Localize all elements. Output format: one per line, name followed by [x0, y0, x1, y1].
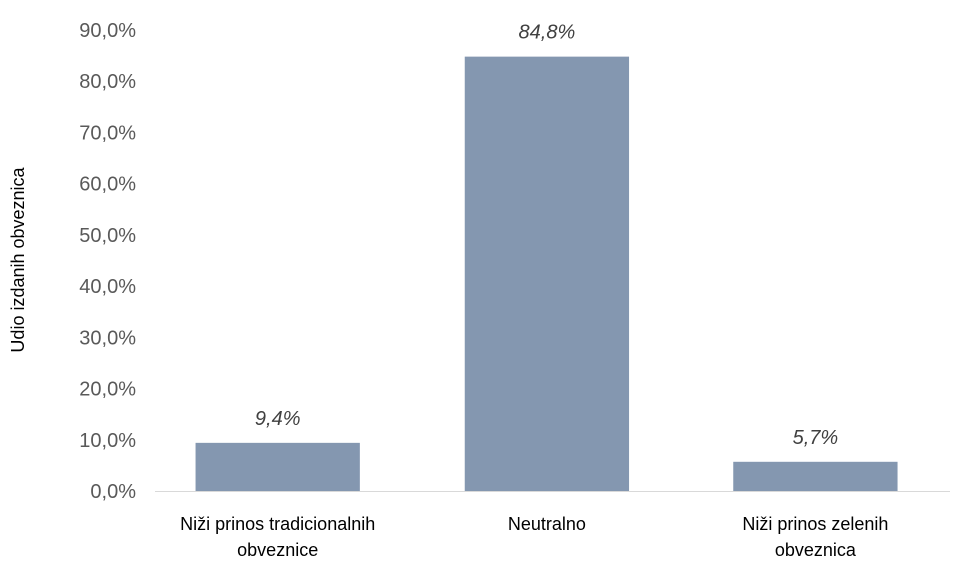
bar — [195, 442, 360, 491]
y-tick-label: 0,0% — [90, 481, 136, 503]
y-tick-label: 40,0% — [79, 276, 136, 298]
data-label: 9,4% — [255, 408, 301, 430]
y-tick-label: 20,0% — [79, 379, 136, 401]
bar — [464, 56, 630, 491]
data-label: 5,7% — [793, 427, 839, 449]
y-tick-label: 10,0% — [79, 430, 136, 452]
bars — [195, 56, 898, 491]
y-tick-label: 70,0% — [79, 122, 136, 144]
x-tick-label: Niži prinos tradicionalnih — [180, 514, 375, 534]
y-tick-label: 60,0% — [79, 174, 136, 196]
y-axis-title: Udio izdanih obveznica — [8, 166, 28, 352]
y-tick-label: 30,0% — [79, 327, 136, 349]
data-labels: 9,4% 84,8% 5,7% — [255, 22, 838, 449]
y-axis-ticks: 0,0% 10,0% 20,0% 30,0% 40,0% 50,0% 60,0% 70,0% 8… — [79, 20, 136, 503]
x-tick-label: Neutralno — [508, 514, 586, 534]
y-tick-label: 90,0% — [79, 20, 136, 42]
x-tick-label: Niži prinos zelenih — [742, 514, 888, 534]
y-tick-label: 50,0% — [79, 225, 136, 247]
x-tick-label: obveznica — [775, 540, 857, 560]
x-tick-label: obveznice — [237, 540, 318, 560]
data-label: 84,8% — [519, 22, 576, 44]
y-tick-label: 80,0% — [79, 71, 136, 93]
bar — [733, 461, 898, 491]
x-axis-labels: Niži prinos tradicionalnih obveznice Neutr… — [180, 514, 888, 560]
